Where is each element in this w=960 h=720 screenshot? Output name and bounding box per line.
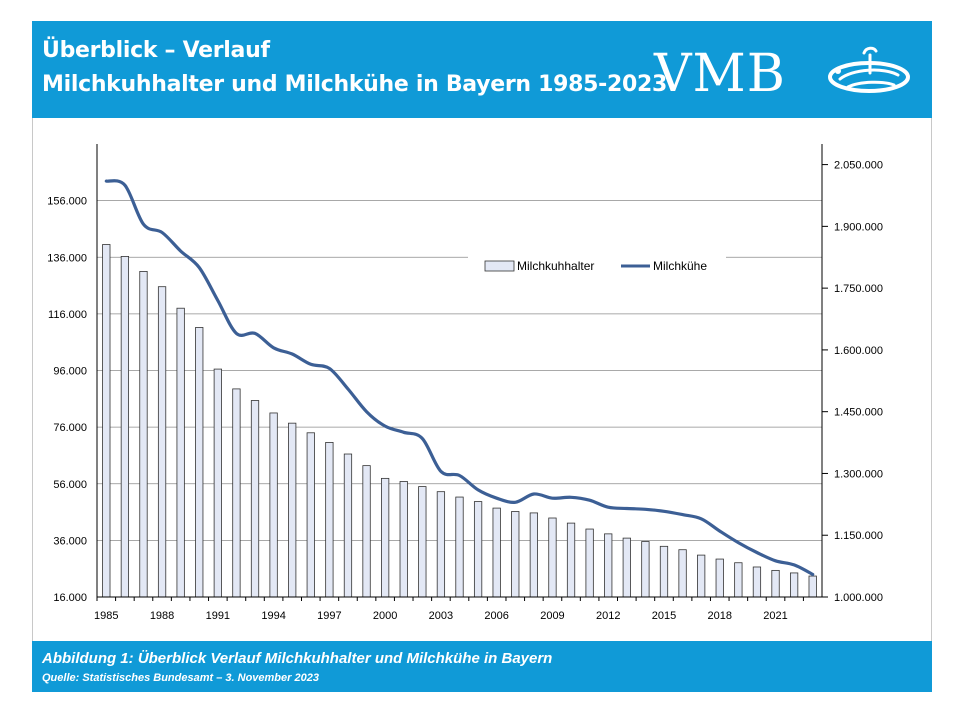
y-left-tick-label: 76.000 <box>53 422 87 434</box>
bar-milchkuhhalter <box>715 558 724 598</box>
x-tick-label: 2015 <box>652 610 676 622</box>
x-tick-label: 1994 <box>261 610 285 622</box>
x-tick-label: 1997 <box>317 610 341 622</box>
y-right-tick-label: 1.450.000 <box>834 407 883 419</box>
x-tick-label: 2009 <box>540 610 564 622</box>
bar-milchkuhhalter <box>511 511 520 598</box>
bar-milchkuhhalter <box>789 572 799 598</box>
bar-milchkuhhalter <box>473 501 483 598</box>
bar-milchkuhhalter <box>548 517 557 598</box>
source-note: Quelle: Statistisches Bundesamt – 3. Nov… <box>42 672 319 684</box>
bar-milchkuhhalter <box>771 569 780 598</box>
bar-milchkuhhalter <box>399 481 408 598</box>
bar-milchkuhhalter <box>176 307 185 598</box>
x-tick-label: 2000 <box>373 610 397 622</box>
legend-label-milchkuehe: Milchkühe <box>653 259 707 273</box>
bar-milchkuhhalter <box>641 541 650 598</box>
x-tick-label: 2006 <box>484 610 508 622</box>
axes: 16.000 36.000 56.000 76.000 96.000 116.000 136… <box>47 144 883 622</box>
y-left-tick-label: 96.000 <box>53 366 87 378</box>
y-left-tick-label: 136.000 <box>47 252 87 264</box>
y-left-tick-label: 156.000 <box>47 196 87 208</box>
y-left-tick-label: 116.000 <box>48 309 87 321</box>
y-right-tick-label: 1.300.000 <box>834 468 883 480</box>
x-tick-label: 2012 <box>596 610 620 622</box>
bar-milchkuhhalter <box>139 271 148 598</box>
chart-plot: 16.000 36.000 56.000 76.000 96.000 116.000 136… <box>47 144 883 622</box>
logo-swirl-icon <box>828 46 910 93</box>
bar-milchkuhhalter <box>529 512 538 598</box>
bar-milchkuhhalter <box>232 388 241 598</box>
y-left-tick-label: 36.000 <box>53 535 87 547</box>
footer-banner: Abbildung 1: Überblick Verlauf Milchkuhh… <box>32 641 932 692</box>
bar-milchkuhhalter <box>734 562 743 598</box>
x-tick-label: 1988 <box>150 610 174 622</box>
chart-frame: 16.000 36.000 56.000 76.000 96.000 116.000 136… <box>32 118 932 641</box>
y-right-tick-label: 1.600.000 <box>834 345 883 357</box>
y-left-tick-label: 56.000 <box>53 479 87 491</box>
bar-milchkuhhalter <box>697 554 706 598</box>
line-milchkuehe <box>104 179 815 576</box>
bar-milchkuhhalter <box>808 575 817 598</box>
y-right-tick-label: 1.900.000 <box>834 221 883 233</box>
bar-milchkuhhalter <box>566 522 576 598</box>
legend-label-milchkuhhalter: Milchkuhhalter <box>517 259 594 273</box>
vmb-logo: VMB <box>654 39 914 109</box>
figure-caption: Abbildung 1: Überblick Verlauf Milchkuhh… <box>42 650 553 667</box>
bar-milchkuhhalter <box>585 528 594 598</box>
bar-milchkuhhalter <box>381 477 390 598</box>
bar-milchkuhhalter <box>213 368 222 598</box>
x-tick-label: 2003 <box>429 610 453 622</box>
bars-milchkuhhalter <box>102 244 817 598</box>
y-right-tick-label: 1.750.000 <box>834 283 883 295</box>
y-right-tick-label: 1.150.000 <box>834 530 883 542</box>
bar-milchkuhhalter <box>678 549 687 598</box>
bar-milchkuhhalter <box>362 465 371 598</box>
legend: Milchkuhhalter Milchkühe <box>468 240 726 296</box>
bar-milchkuhhalter <box>288 422 297 598</box>
bar-milchkuhhalter <box>604 533 613 598</box>
bar-milchkuhhalter <box>492 507 501 598</box>
logo-text: VMB <box>654 44 787 104</box>
bar-milchkuhhalter <box>418 486 427 598</box>
bar-milchkuhhalter <box>325 442 334 598</box>
legend-bar-swatch <box>484 260 515 272</box>
bar-milchkuhhalter <box>659 545 669 598</box>
bar-milchkuhhalter <box>157 286 167 598</box>
y-right-tick-label: 2.050.000 <box>834 160 883 172</box>
bar-milchkuhhalter <box>250 400 260 598</box>
header-banner: Überblick – Verlauf Milchkuhhalter und M… <box>32 21 932 118</box>
bar-milchkuhhalter <box>752 566 762 598</box>
x-tick-label: 1991 <box>206 610 230 622</box>
bar-milchkuhhalter <box>343 453 353 598</box>
bar-milchkuhhalter <box>622 537 631 598</box>
page-subtitle: Milchkuhhalter und Milchkühe in Bayern 1… <box>42 72 667 97</box>
bar-milchkuhhalter <box>455 496 464 598</box>
x-tick-label: 2018 <box>708 610 732 622</box>
bar-milchkuhhalter <box>306 432 315 598</box>
x-tick-label: 2021 <box>763 610 787 622</box>
bar-milchkuhhalter <box>195 327 204 598</box>
bar-milchkuhhalter <box>102 244 111 598</box>
bar-milchkuhhalter <box>120 256 130 598</box>
series-line-milchkuehe <box>104 179 815 576</box>
bar-milchkuhhalter <box>269 412 278 598</box>
x-tick-label: 1985 <box>94 610 118 622</box>
page-title: Überblick – Verlauf <box>42 38 270 63</box>
y-right-tick-label: 1.000.000 <box>834 592 883 604</box>
y-left-tick-label: 16.000 <box>53 592 87 604</box>
bar-milchkuhhalter <box>436 491 446 598</box>
